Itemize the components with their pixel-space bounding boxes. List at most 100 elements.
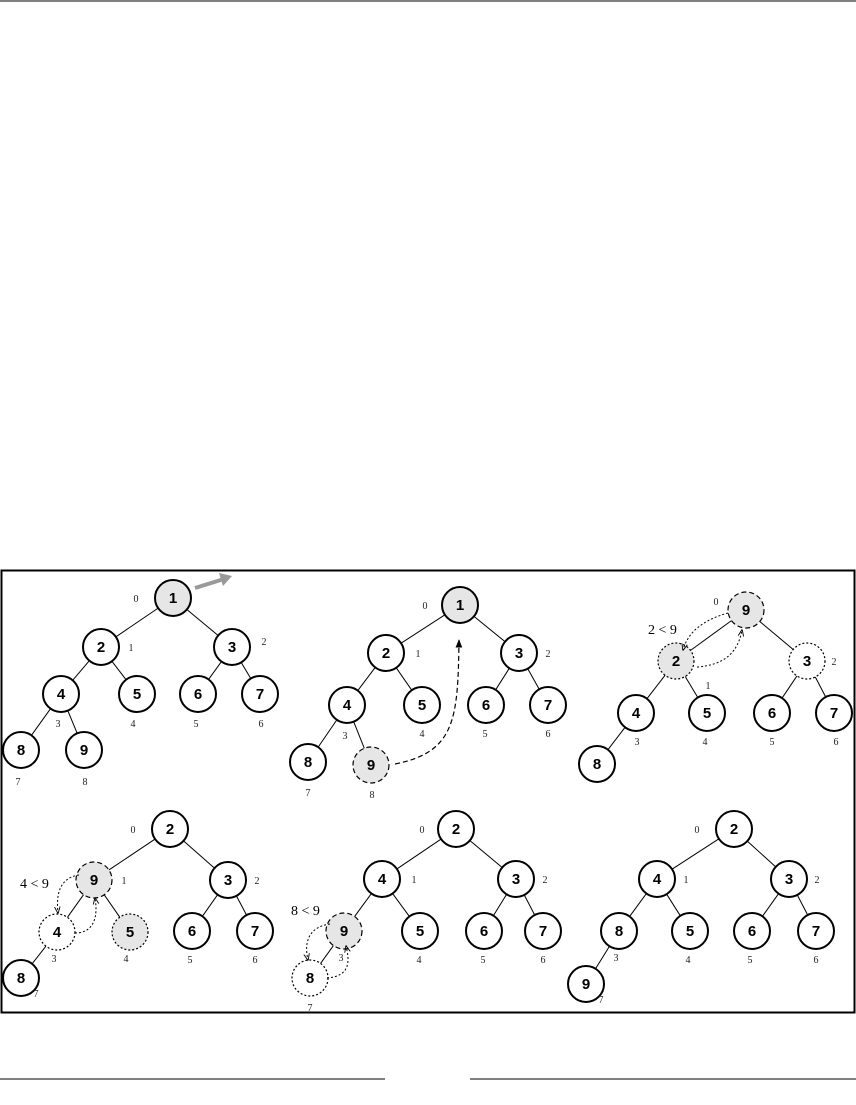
node-circle [657, 642, 695, 680]
node-index-label: 6 [546, 729, 551, 740]
node-index-label: 5 [188, 955, 193, 966]
tree-edge [781, 675, 798, 699]
node-value: 5 [703, 705, 711, 722]
move-last-to-root-arrow [394, 639, 463, 765]
heap-node: 54 [111, 913, 149, 965]
heap-node: 76 [529, 686, 567, 740]
node-value: 6 [194, 686, 202, 703]
node-value: 3 [228, 639, 236, 656]
tree-edge [495, 667, 510, 691]
node-circle [437, 810, 475, 848]
node-index-label: 3 [52, 954, 57, 965]
node-circle [111, 913, 149, 951]
heap-node: 20 [131, 810, 189, 848]
swap-arrow-down [683, 612, 729, 650]
node-circle [715, 810, 753, 848]
node-circle [328, 686, 366, 724]
heap-node: 76 [815, 694, 853, 748]
heap-node: 87 [2, 731, 40, 788]
heap-node: 65 [467, 686, 505, 740]
tree-edge [527, 668, 540, 690]
heap-node: 65 [465, 912, 503, 966]
node-circle [241, 675, 279, 713]
node-value: 8 [593, 756, 601, 773]
heap-node: 20 [420, 810, 475, 848]
node-index-label: 0 [714, 597, 719, 608]
tree-edge [208, 661, 222, 680]
node-index-label: 1 [412, 875, 417, 886]
node-circle [179, 675, 217, 713]
tree-edge [67, 710, 78, 734]
node-circle [617, 694, 655, 732]
node-value: 9 [367, 757, 375, 774]
node-index-label: 0 [420, 825, 425, 836]
tree-edge [473, 615, 506, 643]
heap-node: 43 [42, 675, 80, 730]
remove-root-arrowhead [219, 573, 232, 586]
tree-edge [183, 840, 215, 869]
node-value: 4 [343, 697, 352, 714]
heap-node: 43 [38, 913, 76, 965]
node-value: 4 [632, 705, 641, 722]
node-value: 8 [304, 754, 312, 771]
node-value: 5 [686, 923, 694, 940]
node-index-label: 3 [56, 719, 61, 730]
node-value: 1 [169, 590, 177, 607]
heap-node: 65 [733, 912, 771, 966]
node-value: 4 [653, 871, 662, 888]
node-index-label: 1 [416, 649, 421, 660]
node-circle [788, 642, 826, 680]
node-index-label: 8 [370, 790, 375, 801]
node-index-label: 2 [815, 875, 820, 886]
tree-edge [759, 621, 794, 650]
heap-node: 76 [524, 912, 562, 966]
tree-edge [392, 893, 410, 917]
heap-node: 20 [695, 810, 753, 848]
node-index-label: 0 [131, 825, 136, 836]
node-value: 4 [53, 924, 62, 941]
node-circle [401, 912, 439, 950]
node-index-label: 4 [131, 719, 136, 730]
node-value: 8 [17, 970, 25, 987]
heap-node: 87 [291, 959, 329, 1014]
tree-edge [67, 894, 84, 918]
heap-node: 76 [241, 675, 279, 730]
heap-node: 54 [118, 675, 156, 730]
node-circle [441, 586, 479, 624]
node-circle [567, 965, 605, 1003]
node-circle [753, 694, 791, 732]
node-index-label: 6 [814, 955, 819, 966]
node-circle [352, 746, 390, 784]
node-index-label: 8 [83, 777, 88, 788]
swap-arrow-down [307, 923, 331, 960]
node-circle [600, 912, 638, 950]
node-circle [500, 634, 538, 672]
node-value: 2 [452, 821, 460, 838]
node-index-label: 4 [703, 737, 708, 748]
swap-arrow-up [326, 946, 348, 979]
node-circle [289, 743, 327, 781]
tree-edge [108, 838, 156, 871]
node-value: 9 [90, 872, 98, 889]
node-circle [2, 959, 40, 997]
node-value: 5 [416, 923, 424, 940]
heap-node: 76 [236, 912, 274, 966]
tree-edge [201, 894, 219, 917]
tree-edge [690, 620, 732, 651]
node-value: 8 [17, 742, 25, 759]
node-circle [733, 912, 771, 950]
node-index-label: 6 [253, 955, 258, 966]
tree-edge [684, 676, 699, 698]
node-index-label: 1 [684, 875, 689, 886]
tree-edge [493, 894, 507, 916]
heap-node: 65 [173, 912, 211, 966]
node-value: 2 [166, 821, 174, 838]
tree-edge [317, 719, 338, 748]
node-index-label: 2 [262, 637, 267, 648]
tree-edge [396, 838, 442, 870]
